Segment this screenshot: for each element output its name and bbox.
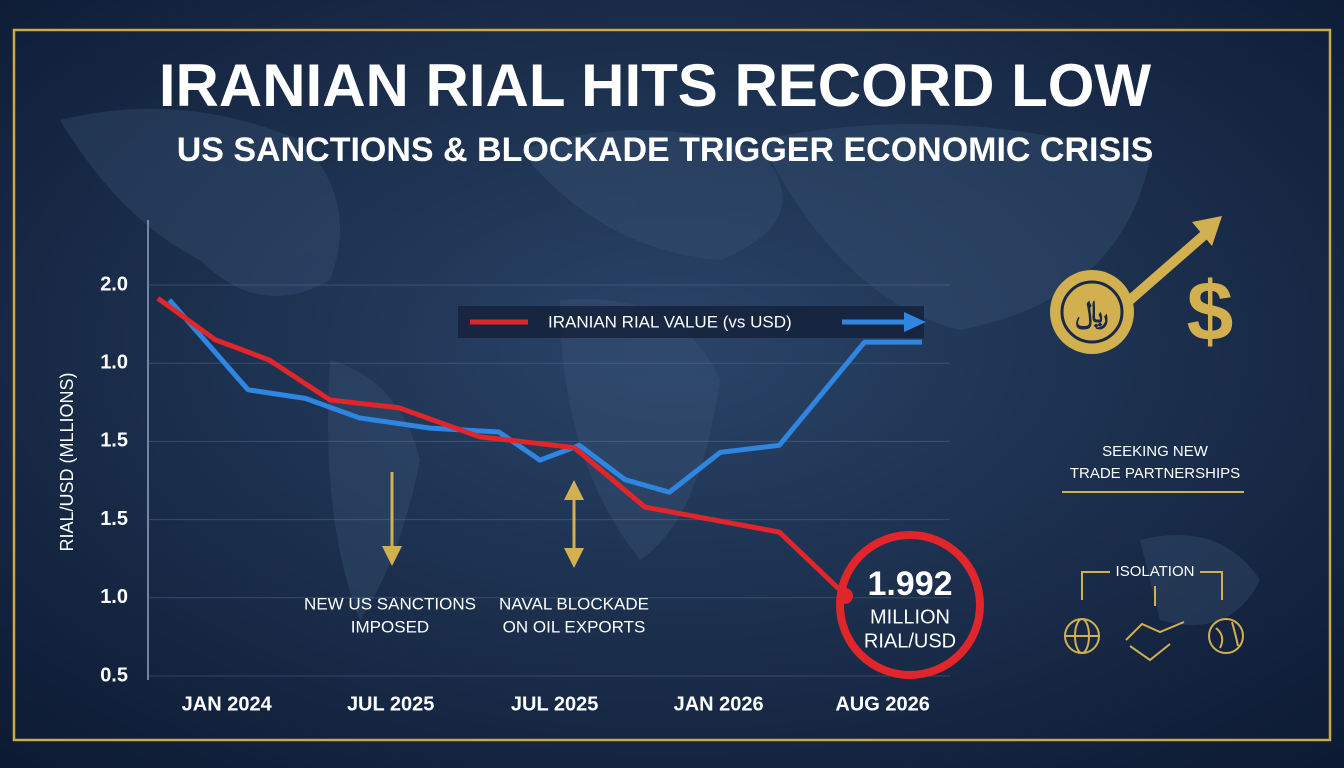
title: IRANIAN RIAL HITS RECORD LOW [159, 52, 1152, 119]
sidebar-text: SEEKING NEW [1102, 443, 1209, 460]
series-line [156, 296, 847, 597]
callout-line: RIAL/USD [864, 630, 956, 652]
frame [12, 28, 1332, 742]
x-tick-label: JUL 2025 [511, 693, 598, 715]
svg-text:$: $ [1187, 264, 1234, 358]
y-tick-label: 1.5 [100, 430, 128, 452]
sidebar-text: TRADE PARTNERSHIPS [1070, 465, 1240, 482]
annotation-arrows [382, 472, 584, 568]
svg-text:﷼: ﷼ [1075, 296, 1108, 331]
y-tick-label: 1.0 [100, 586, 128, 608]
annotation: ON OIL EXPORTS [503, 617, 646, 636]
y-tick-label: 2.0 [100, 273, 128, 295]
isolation-icons [1064, 571, 1244, 662]
subtitle: US SANCTIONS & BLOCKADE TRIGGER ECONOMIC… [177, 131, 1154, 169]
annotation: NEW US SANCTIONS [304, 594, 476, 613]
y-axis-label: RIAL/USD (MLLIONS) [57, 372, 77, 551]
annotation: NAVAL BLOCKADE [499, 594, 649, 613]
annotation: IMPOSED [351, 617, 429, 636]
callout-circle [836, 531, 984, 679]
legend-arrow [904, 312, 926, 332]
isolation-label: ISOLATION [1116, 563, 1195, 580]
x-tick-label: AUG 2026 [835, 693, 930, 715]
y-tick-label: 1.0 [100, 351, 128, 373]
y-tick-label: 0.5 [100, 664, 128, 686]
legend-label: IRANIAN RIAL VALUE (vs USD) [548, 312, 792, 331]
callout-line: MILLION [870, 606, 950, 628]
x-tick-label: JAN 2026 [674, 693, 764, 715]
currency-icons: ﷼ $ [1050, 216, 1233, 358]
callout-value: 1.992 [867, 565, 952, 603]
y-tick-label: 1.5 [100, 508, 128, 530]
callout-dot [837, 588, 853, 604]
series-line [167, 298, 922, 495]
x-tick-label: JUL 2025 [347, 693, 434, 715]
x-tick-label: JAN 2024 [182, 693, 273, 715]
